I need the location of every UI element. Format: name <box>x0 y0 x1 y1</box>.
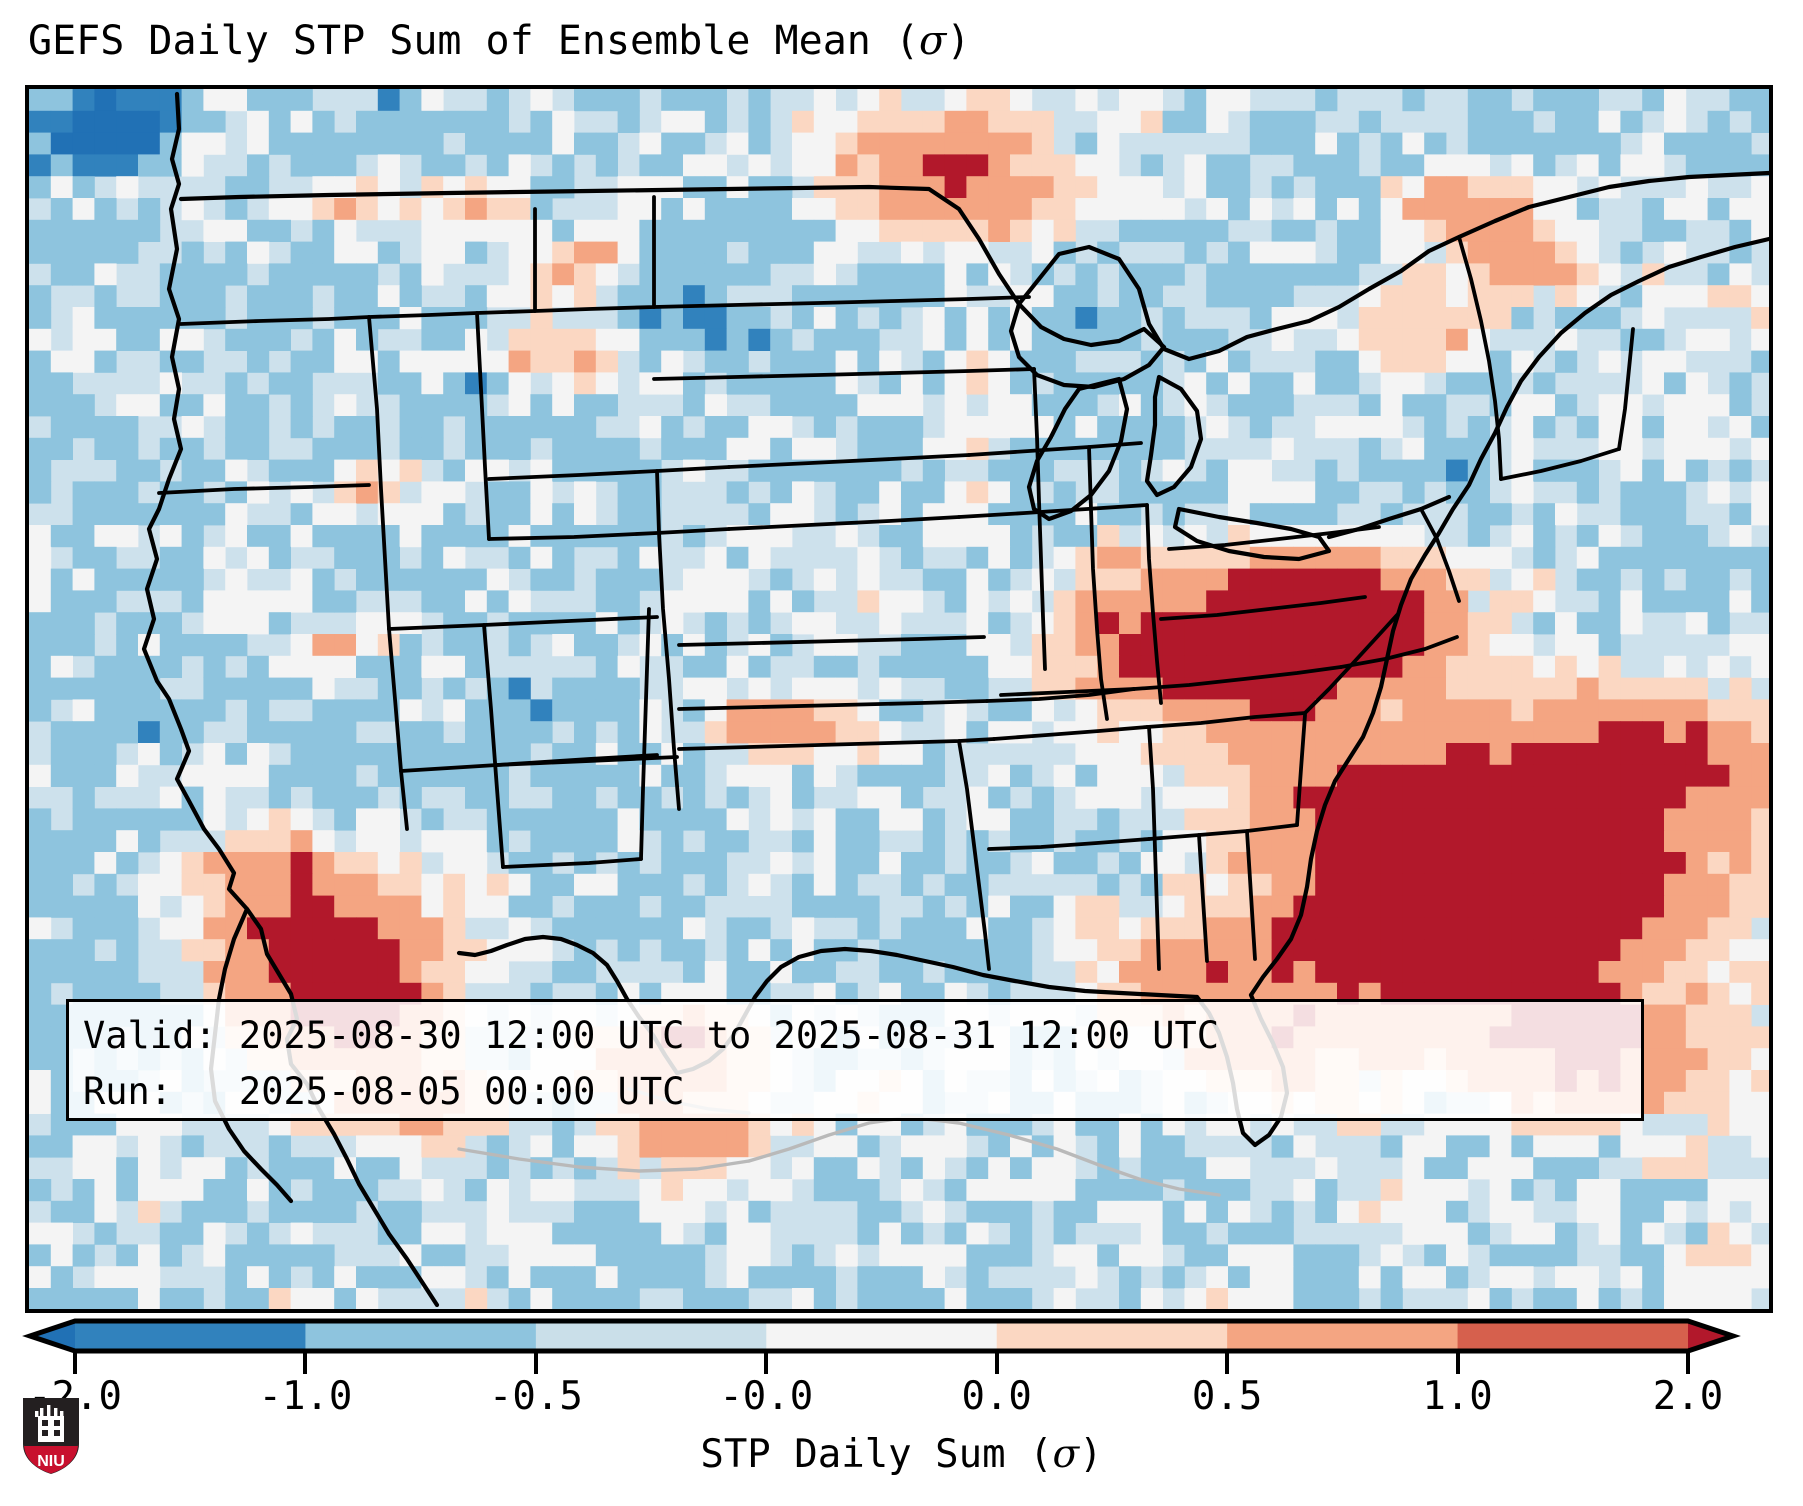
colorbar-tick <box>73 1352 77 1374</box>
colorbar-tick-label: -1.0 <box>258 1374 353 1419</box>
colorbar-tick <box>1686 1352 1690 1374</box>
logo-shield-bottom <box>24 1444 78 1474</box>
annotation-textbox: Valid: 2025-08-30 12:00 UTC to 2025-08-3… <box>66 999 1644 1121</box>
colorbar-ticks: -2.0 -1.0 -0.5 -0.0 0.0 0.5 1.0 2.0 <box>0 1352 1803 1422</box>
niu-logo: NIU <box>23 1398 79 1474</box>
logo-tower-windows <box>42 1420 60 1436</box>
run-time-line: Run: 2025-08-05 00:00 UTC <box>83 1070 685 1113</box>
colorbar-tick-label: -0.0 <box>719 1374 814 1419</box>
sigma-symbol: σ <box>919 18 947 64</box>
colorbar-tick-label: 0.5 <box>1191 1374 1263 1419</box>
colorbar-tick-label: 1.0 <box>1422 1374 1493 1419</box>
colorbar-tick-label: 2.0 <box>1652 1374 1724 1419</box>
page-title: GEFS Daily STP Sum of Ensemble Mean (σ) <box>28 18 970 64</box>
grid-cell-layer <box>29 89 1769 1309</box>
colorbar-swatches <box>22 1318 1741 1354</box>
colorbar-tick <box>994 1352 999 1374</box>
colorbar-label-text: STP Daily Sum ( <box>700 1432 1053 1477</box>
colorbar-tick <box>1225 1352 1230 1374</box>
colorbar <box>0 1317 1803 1367</box>
logo-text: NIU <box>37 1453 65 1470</box>
colorbar-tick <box>1455 1352 1460 1374</box>
geography-layer <box>141 91 1769 1308</box>
colorbar-label-suffix: ) <box>1079 1432 1103 1477</box>
colorbar-tick <box>533 1352 538 1374</box>
colorbar-tick <box>303 1352 308 1374</box>
stp-anomaly-heatmap <box>29 89 1769 1309</box>
colorbar-tick-label: -0.5 <box>488 1374 583 1419</box>
colorbar-tick <box>764 1352 769 1374</box>
colorbar-axis-label: STP Daily Sum (σ) <box>0 1432 1803 1477</box>
colorbar-tick-label: 0.0 <box>961 1374 1032 1419</box>
valid-time-line: Valid: 2025-08-30 12:00 UTC to 2025-08-3… <box>83 1014 1220 1057</box>
map-plot-area: Valid: 2025-08-30 12:00 UTC to 2025-08-3… <box>25 85 1773 1313</box>
title-suffix: ) <box>946 18 971 64</box>
title-text: GEFS Daily STP Sum of Ensemble Mean ( <box>28 18 920 64</box>
colorbar-sigma-symbol: σ <box>1052 1432 1080 1477</box>
